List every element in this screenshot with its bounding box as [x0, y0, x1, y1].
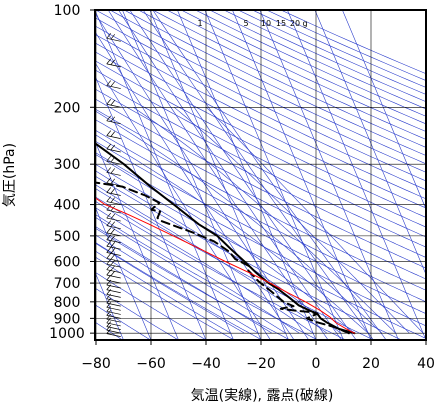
y-tick-label: 800 [54, 295, 81, 311]
y-tick-label: 600 [54, 254, 81, 270]
y-tick-label: 300 [54, 157, 81, 173]
x-tick-label: −40 [191, 356, 221, 372]
mixing-ratio-label: 5 [243, 19, 248, 28]
x-tick-label: 40 [417, 356, 435, 372]
x-tick-label: −20 [246, 356, 276, 372]
y-tick-label: 700 [54, 276, 81, 292]
y-axis-label: 気圧(hPa) [2, 143, 18, 207]
y-tick-label: 200 [54, 100, 81, 116]
x-tick-label: 0 [312, 356, 321, 372]
mixing-ratio-label: 20 [290, 19, 300, 28]
x-tick-label: −60 [136, 356, 166, 372]
y-tick-label: 900 [54, 311, 81, 327]
y-tick-label: 400 [54, 198, 81, 214]
x-tick-label: 20 [362, 356, 380, 372]
y-tick-label: 1000 [49, 326, 85, 342]
y-tick-label: 500 [54, 229, 81, 245]
x-axis-label: 気温(実線), 露点(破線) [191, 388, 334, 404]
mixing-ratio-label: 10 [261, 19, 271, 28]
mixing-ratio-label: g [302, 19, 307, 28]
mixing-ratio-label: 15 [276, 19, 286, 28]
y-tick-label: 100 [54, 3, 81, 19]
x-tick-label: −80 [81, 356, 111, 372]
mixing-ratio-label: 1 [197, 19, 202, 28]
